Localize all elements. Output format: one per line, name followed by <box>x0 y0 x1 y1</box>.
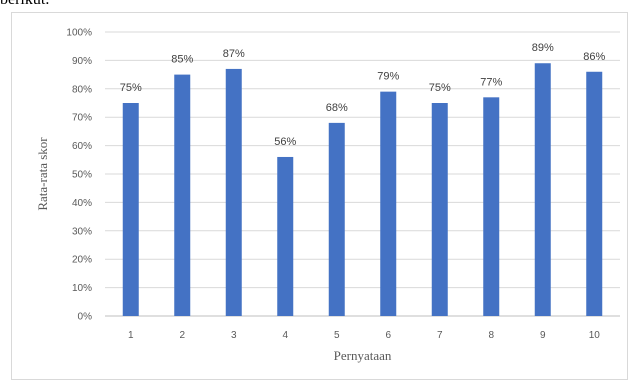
y-tick-label: 70% <box>72 113 92 124</box>
data-label: 77% <box>480 76 502 88</box>
data-label: 75% <box>120 82 142 94</box>
bar <box>483 97 500 316</box>
bar <box>431 103 448 316</box>
bar <box>277 156 294 316</box>
x-tick-label: 5 <box>334 330 340 341</box>
x-tick-label: 3 <box>231 330 237 341</box>
y-tick-label: 40% <box>72 198 92 209</box>
x-tick-label: 1 <box>128 330 134 341</box>
x-axis-title: Pernyataan <box>334 348 392 363</box>
y-tick-label: 100% <box>66 28 92 39</box>
y-tick-label: 50% <box>72 170 92 181</box>
x-tick-label: 2 <box>179 330 185 341</box>
y-tick-label: 20% <box>72 255 92 266</box>
y-tick-label: 60% <box>72 141 92 152</box>
x-tick-label: 9 <box>540 330 546 341</box>
data-label: 68% <box>326 102 348 114</box>
x-tick-label: 10 <box>589 330 601 341</box>
bar <box>586 71 603 316</box>
data-label: 86% <box>583 51 605 63</box>
data-label: 85% <box>171 54 193 66</box>
data-label: 75% <box>429 82 451 94</box>
y-tick-label: 10% <box>72 283 92 294</box>
bar <box>225 68 242 316</box>
bars <box>122 63 603 316</box>
x-tick-label: 4 <box>282 330 288 341</box>
chart-frame <box>11 12 628 380</box>
bar <box>328 122 345 316</box>
bar <box>174 74 191 316</box>
bar <box>534 63 551 316</box>
data-label: 79% <box>377 71 399 83</box>
x-tick-label: 6 <box>385 330 391 341</box>
bar <box>122 103 139 316</box>
y-axis-title: Rata-rata skor <box>35 137 50 211</box>
y-tick-label: 0% <box>78 312 93 323</box>
axes: 0% 10% 20% 30% 40% 50% 60% 70% 80% 90% 100% 1 2 3 4 5 6 7… <box>66 28 620 341</box>
y-tick-label: 90% <box>72 56 92 67</box>
data-label: 87% <box>223 48 245 60</box>
data-labels: 75% 85% 87% 56% 68% 79% 75% 77% 89% 86% <box>120 42 606 148</box>
x-tick-label: 7 <box>437 330 443 341</box>
data-label: 89% <box>532 42 554 54</box>
x-tick-label: 8 <box>488 330 494 341</box>
caption-fragment: berikut. <box>0 0 49 9</box>
y-tick-label: 30% <box>72 226 92 237</box>
data-label: 56% <box>274 136 296 148</box>
bar <box>380 91 397 316</box>
y-tick-label: 80% <box>72 84 92 95</box>
